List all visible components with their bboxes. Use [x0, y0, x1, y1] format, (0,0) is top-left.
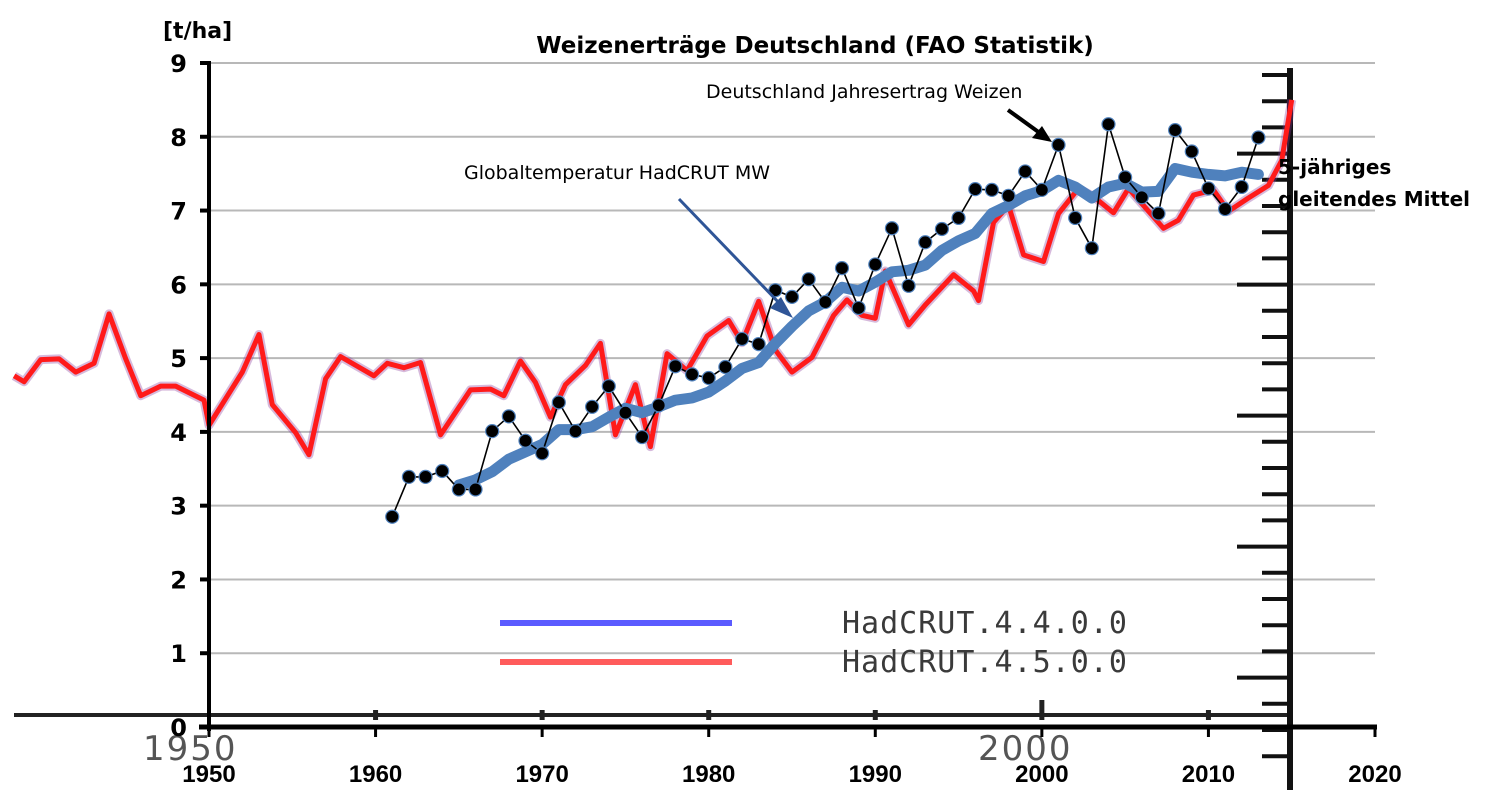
wheat-yield-point: [418, 469, 433, 484]
y-tick-label: 4: [170, 419, 187, 447]
wheat-yield-point: [435, 463, 450, 479]
wheat-yield-point: [1134, 190, 1149, 205]
x-tick-label: 1980: [682, 761, 735, 788]
wheat-yield-point: [1068, 210, 1083, 226]
annotation-wheat-yield: Deutschland Jahresertrag Weizen: [706, 81, 1022, 103]
wheat-yield-point: [1168, 123, 1183, 138]
overlay-x-label: 1950: [143, 729, 238, 769]
x-tick-label: 2000: [1015, 761, 1068, 788]
wheat-yield-point: [934, 221, 950, 237]
overlay-x-label: 2000: [978, 729, 1073, 769]
wheat-yield-point: [1184, 144, 1199, 159]
wheat-yield-series: [385, 117, 1266, 524]
wheat-yield-point: [701, 370, 716, 386]
wheat-yield-point: [801, 272, 816, 287]
wheat-yield-point: [551, 395, 566, 410]
wheat-yield-point: [734, 331, 750, 347]
x-tick-label: 1950: [182, 761, 235, 788]
wheat-yield-point: [834, 261, 850, 276]
annotation-arrow-hadcrut: [677, 197, 793, 318]
wheat-yield-point: [901, 278, 916, 293]
chart-title: Weizenerträge Deutschland (FAO Statistik…: [536, 33, 1094, 59]
wheat-yield-point: [1118, 170, 1133, 185]
wheat-yield-point: [385, 509, 400, 524]
legend-label-hadcrut-4-5: HadCRUT.4.5.0.0: [842, 645, 1128, 680]
x-tick-label: 2020: [1348, 761, 1401, 788]
wheat-yield-point: [1151, 206, 1166, 221]
wheat-yield-point: [535, 446, 550, 461]
wheat-yield-point: [651, 398, 666, 413]
x-tick-label: 2010: [1182, 761, 1235, 788]
wheat-yield-point: [1101, 117, 1116, 132]
annotation-hadcrut-mw: Globaltemperatur HadCRUT MW: [464, 162, 770, 184]
wheat-yield-point: [668, 359, 683, 374]
wheat-yield-point: [751, 336, 766, 352]
y-tick-label: 6: [170, 271, 187, 299]
x-tick-label: 1960: [349, 761, 402, 788]
wheat-yield-point: [851, 300, 866, 316]
wheat-yield-point: [618, 405, 633, 420]
wheat-yield-point: [868, 257, 883, 272]
wheat-yield-point: [518, 433, 533, 448]
wheat-yield-point: [951, 210, 966, 226]
wheat-yield-point: [1084, 241, 1099, 256]
y-tick-label: 8: [170, 124, 187, 152]
wheat-yield-point: [984, 182, 999, 197]
wheat-yield-point: [1034, 182, 1049, 197]
legend-label-hadcrut-4-4: HadCRUT.4.4.0.0: [842, 606, 1128, 641]
y-axis-unit-label: [t/ha]: [163, 19, 232, 44]
wheat-yield-point: [1001, 188, 1016, 203]
wheat-yield-point: [1018, 164, 1033, 179]
annotation-moving-average-line1: 5-jähriges: [1278, 155, 1391, 179]
wheat-yield-point: [451, 482, 466, 497]
axes: 0 1 2 3 4 5 6 7 8 9 1950 1960 1970 1980 1990 2000 2010 20…: [170, 50, 1401, 788]
wheat-yield-point: [501, 409, 516, 424]
y-tick-label: 0: [170, 714, 187, 742]
y-tick-label: 1: [170, 640, 187, 668]
legend: HadCRUT.4.4.0.0 HadCRUT.4.5.0.0: [500, 606, 1128, 680]
wheat-yield-point: [784, 289, 800, 304]
wheat-yield-point: [568, 424, 583, 439]
annotation-arrow-wheat: [1006, 108, 1052, 142]
wheat-yield-point: [884, 221, 900, 236]
five-year-mean-series: [453, 163, 1264, 491]
wheat-yield-point: [634, 429, 650, 445]
y-tick-label: 2: [170, 566, 187, 594]
wheat-yield-point: [1217, 201, 1233, 217]
wheat-yield-point: [918, 235, 933, 250]
wheat-yield-point: [1251, 130, 1266, 145]
y-tick-label: 5: [170, 345, 187, 373]
wheat-yield-point: [818, 294, 833, 310]
y-tick-label: 7: [170, 198, 187, 226]
x-tick-label: 1970: [515, 761, 568, 788]
y-tick-label: 3: [170, 493, 187, 521]
wheat-yield-point: [585, 399, 600, 414]
x-tick-label: 1990: [849, 761, 902, 788]
wheat-yield-point: [601, 379, 616, 394]
wheat-yield-point: [684, 367, 700, 382]
wheat-yield-point: [485, 424, 500, 439]
wheat-yield-point: [718, 359, 733, 375]
wheat-yield-point: [1234, 179, 1249, 195]
annotation-moving-average-line2: gleitendes Mittel: [1278, 187, 1470, 211]
wheat-yield-point: [1051, 137, 1066, 152]
wheat-yield-point: [468, 482, 483, 497]
gridlines: [209, 62, 1375, 655]
wheat-yield-point: [968, 182, 983, 197]
wheat-yield-point: [1201, 181, 1216, 196]
y-tick-label: 9: [170, 50, 187, 78]
overlay-axes: 1950 2000: [14, 68, 1293, 790]
wheat-yield-point: [401, 469, 416, 484]
five-year-mean-line: [453, 163, 1264, 491]
